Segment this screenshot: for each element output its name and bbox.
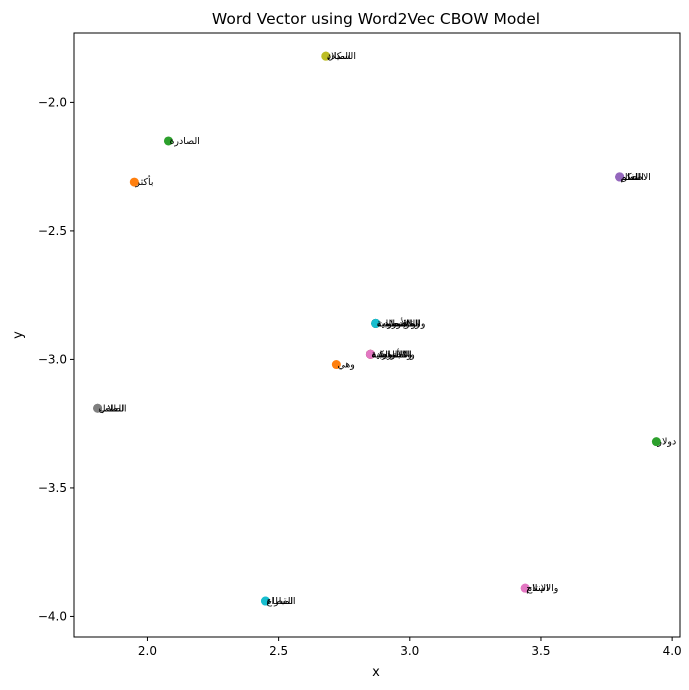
scatter-point <box>651 437 661 447</box>
scatter-point <box>321 51 331 61</box>
x-tick-label: 3.5 <box>531 644 550 658</box>
point-label: الطلاب <box>99 403 127 414</box>
plot-frame <box>73 32 681 638</box>
scatter-point <box>331 360 341 370</box>
point-label: الميلاد <box>327 51 351 62</box>
point-label: الاسرائيلية <box>371 349 412 360</box>
x-axis-label: x <box>372 665 380 680</box>
point-label: الفلسطينية <box>377 318 420 329</box>
scatter-point <box>365 349 375 359</box>
y-tick-label: −2.0 <box>38 95 67 109</box>
point-label: العلم <box>621 172 641 183</box>
point-label: والمؤسسات <box>377 318 426 329</box>
point-label: السكان <box>327 51 356 62</box>
scatter-point <box>163 136 173 146</box>
scatter-point <box>93 403 103 413</box>
scatter-point <box>371 318 381 328</box>
x-axis: 2.0 2.5 3.0 3.5 4.0 <box>138 637 682 658</box>
x-tick-label: 3.0 <box>400 644 419 658</box>
x-tick-label: 2.0 <box>138 644 157 658</box>
y-tick-label: −4.0 <box>38 609 67 623</box>
scatter-point <box>261 596 271 606</box>
scatter-point <box>615 172 625 182</box>
point-label: والاسلام <box>526 583 558 594</box>
x-tick-label: 2.5 <box>269 644 288 658</box>
point-label: الأوروبية <box>377 317 409 329</box>
x-tick-label: 4.0 <box>663 644 682 658</box>
point-label: والسياسية <box>371 349 411 360</box>
point-label: الإنتاج <box>526 583 549 594</box>
y-axis: −2.0 −2.5 −3.0 −3.5 −4.0 <box>38 95 74 623</box>
point-label: القطاع <box>267 596 294 607</box>
point-label: وهي <box>337 360 355 371</box>
point-label: والإسلامية <box>377 318 416 329</box>
point-label: المتحدة <box>371 349 401 360</box>
point-label: والاجتماعية <box>371 349 414 360</box>
y-tick-label: −2.5 <box>38 224 67 238</box>
y-tick-label: −3.5 <box>38 481 67 495</box>
scatter-point <box>129 177 139 187</box>
points-layer <box>93 51 661 606</box>
chart-title: Word Vector using Word2Vec CBOW Model <box>212 10 540 28</box>
point-label: للطفل <box>99 403 125 414</box>
point-label: الاطفال <box>621 172 651 183</box>
point-label: المباراة <box>267 596 296 607</box>
y-axis-label: y <box>11 331 26 339</box>
point-label: دولار <box>656 437 676 448</box>
point-label: الحكم <box>621 172 644 183</box>
point-label: بأكثر <box>134 175 153 188</box>
point-label: الأمريكية <box>371 348 405 360</box>
point-label: الصادرة <box>169 136 199 147</box>
scatter-point <box>520 583 530 593</box>
y-tick-label: −3.0 <box>38 352 67 366</box>
point-label: والاقتصادية <box>377 318 420 329</box>
point-label: العربية <box>371 349 397 360</box>
